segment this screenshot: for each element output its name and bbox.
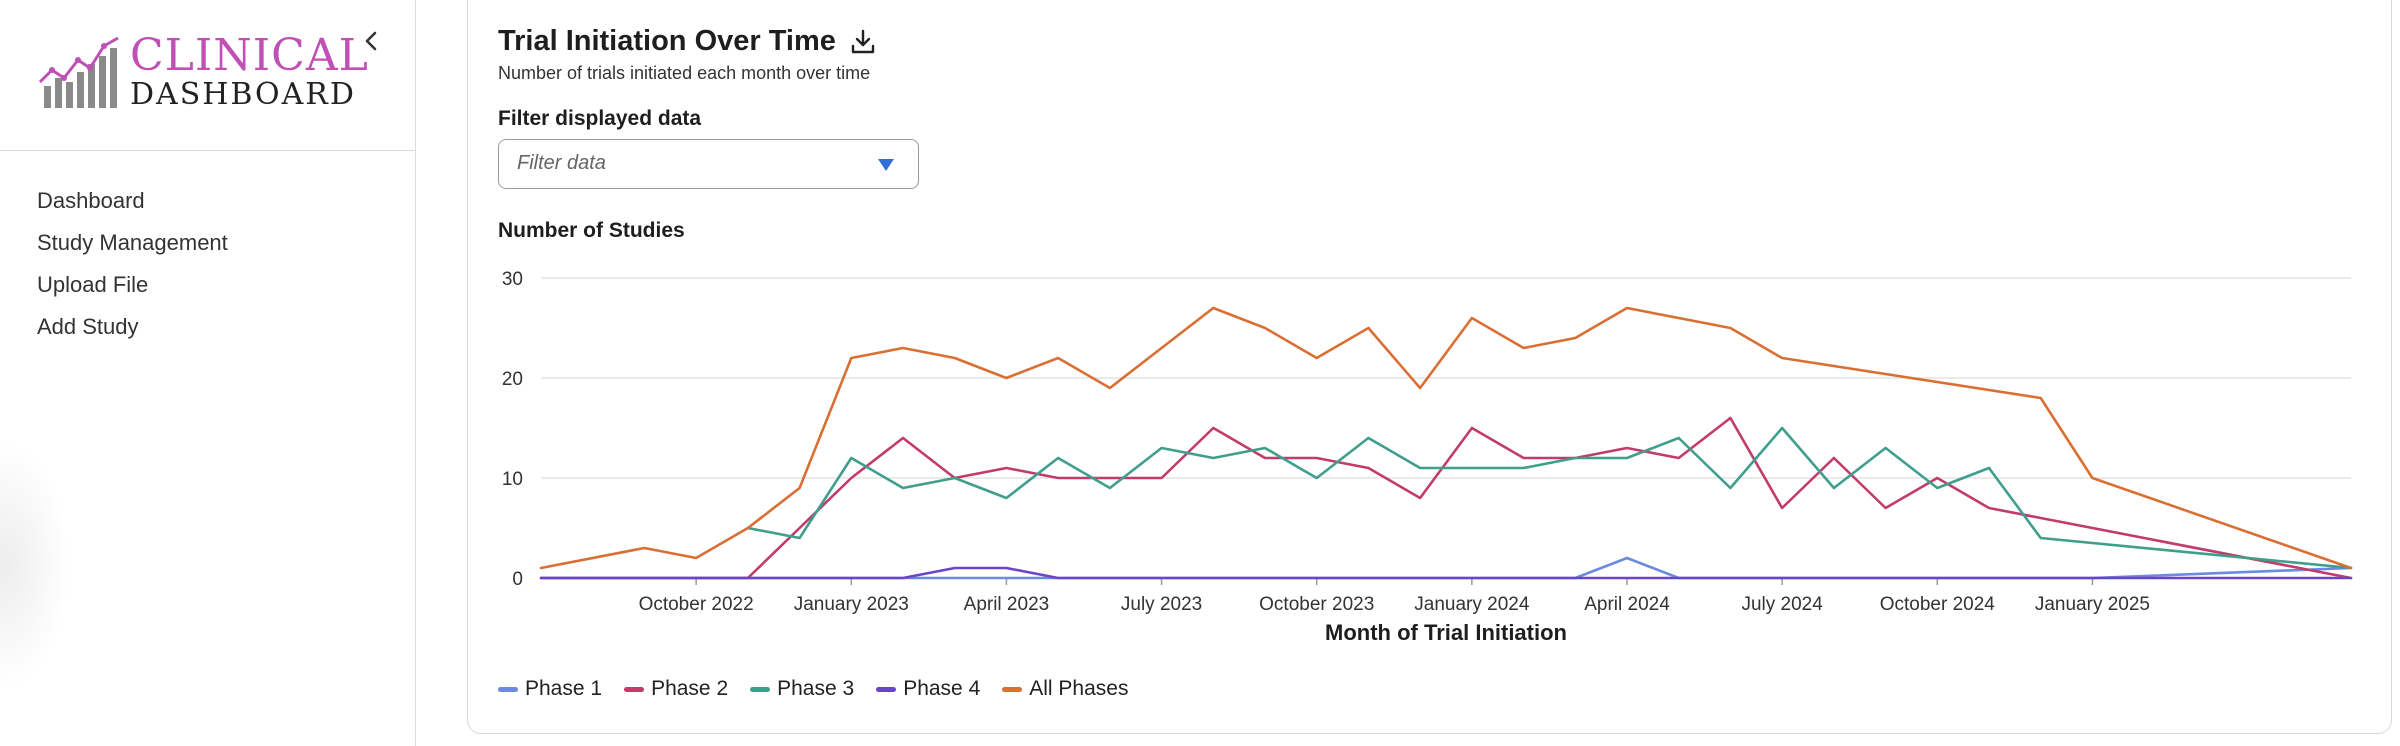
y-tick-label: 10 [502,469,523,490]
legend-item-phase-2[interactable]: Phase 2 [624,677,728,701]
sidebar-nav: Dashboard Study Management Upload File A… [37,180,228,348]
logo-chart-icon [38,36,119,108]
sidebar-item-add-study[interactable]: Add Study [37,314,139,339]
sidebar-divider [0,150,416,151]
grid-layer [541,277,2351,579]
chart-legend: Phase 1 Phase 2 Phase 3 Phase 4 All Phases [498,677,1150,701]
legend-label: Phase 1 [525,677,603,700]
logo-wordmark: CLINICAL DASHBOARD [130,34,369,110]
sidebar-item-study-management[interactable]: Study Management [37,230,228,255]
chart-card: Trial Initiation Over Time Number of tri… [467,0,2392,734]
filter-placeholder: Filter data [517,152,606,174]
x-tick-label: October 2023 [1259,594,1374,615]
y-axis-label: Number of Studies [498,219,685,242]
series-line-phase-3[interactable] [746,426,2353,570]
filter-label: Filter displayed data [498,107,702,130]
series-line-all-phases[interactable] [539,306,2353,570]
x-tick-label: April 2024 [1584,594,1670,615]
legend-label: Phase 2 [651,677,729,700]
card-title: Trial Initiation Over Time [498,25,836,57]
card-header: Trial Initiation Over Time [498,25,876,58]
series-line-phase-4[interactable] [539,566,2353,580]
legend-swatch [624,686,645,692]
filter-dropdown[interactable]: Filter data [498,139,919,189]
x-tick-label: January 2023 [794,594,909,615]
line-chart: 0 10 20 30 October 2022 January 2023 April 20… [502,269,2353,645]
app-logo[interactable]: CLINICAL DASHBOARD [38,34,368,114]
series-layer [539,306,2353,580]
x-tick-label: April 2023 [964,594,1050,615]
x-tick-labels: October 2022 January 2023 April 2023 July 2… [639,578,2150,615]
legend-item-all-phases[interactable]: All Phases [1002,677,1128,701]
legend-item-phase-4[interactable]: Phase 4 [876,677,980,701]
legend-item-phase-1[interactable]: Phase 1 [498,677,602,701]
x-tick-label: October 2022 [639,594,754,615]
series-line-phase-2[interactable] [539,416,2353,580]
download-icon[interactable] [850,28,876,56]
legend-label: Phase 4 [903,677,981,700]
x-tick-label: January 2025 [2035,594,2150,615]
logo-line-1: CLINICAL [130,30,369,81]
x-axis-label: Month of Trial Initiation [1325,620,1567,645]
legend-label: Phase 3 [777,677,855,700]
card-subtitle: Number of trials initiated each month ov… [498,63,871,83]
collapse-sidebar-button[interactable] [356,26,386,56]
legend-swatch [498,686,518,692]
x-tick-label: October 2024 [1880,594,1996,615]
x-tick-label: July 2023 [1121,594,1202,615]
series-line-phase-1[interactable] [539,556,2353,580]
legend-swatch [750,686,771,692]
y-tick-labels: 0 10 20 30 [502,269,523,590]
sidebar-item-dashboard[interactable]: Dashboard [37,188,145,213]
sidebar: CLINICAL DASHBOARD Dashboard Study Manag… [0,0,416,746]
sidebar-item-upload-file[interactable]: Upload File [37,272,149,297]
decorative-shadow [0,440,70,690]
chevron-left-icon [365,31,377,51]
caret-down-icon [878,159,894,171]
legend-item-phase-3[interactable]: Phase 3 [750,677,854,701]
x-tick-label: January 2024 [1414,594,1530,615]
x-tick-label: July 2024 [1741,594,1823,615]
logo-line-2: DASHBOARD [130,77,356,112]
legend-label: All Phases [1029,677,1129,700]
y-tick-label: 30 [502,269,523,290]
legend-swatch [1002,686,1023,692]
legend-swatch [876,686,897,692]
y-tick-label: 20 [502,369,523,390]
y-tick-label: 0 [512,569,523,590]
